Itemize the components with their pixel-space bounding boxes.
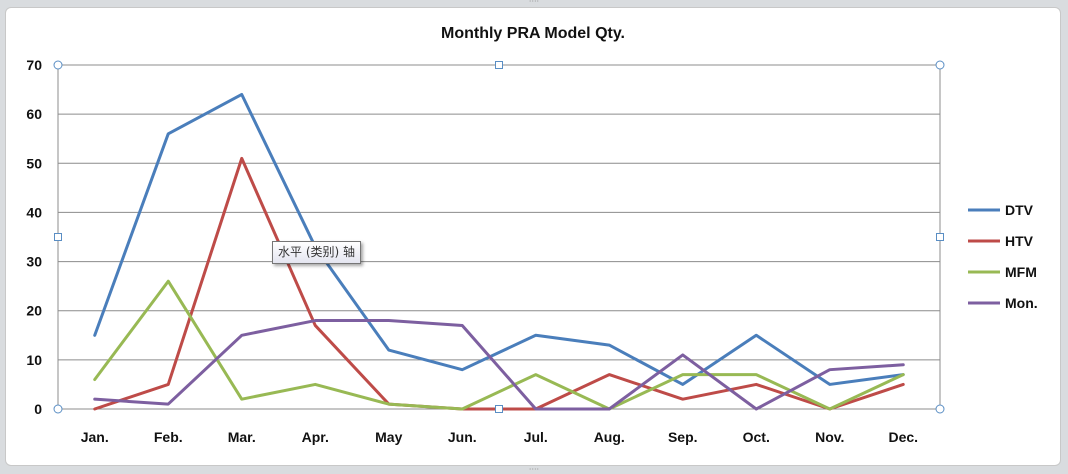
x-tick-label: Nov. <box>815 429 844 445</box>
x-tick-label: Apr. <box>302 429 329 445</box>
edge-handle <box>55 234 62 241</box>
y-tick-label: 30 <box>26 254 42 270</box>
x-tick-label: Jan. <box>81 429 109 445</box>
x-tick-label: Jun. <box>448 429 477 445</box>
y-tick-label: 40 <box>26 204 42 220</box>
y-tick-label: 60 <box>26 106 42 122</box>
y-axis: 0 10 20 30 40 50 60 70 <box>26 57 58 417</box>
y-tick-label: 0 <box>34 401 42 417</box>
x-tick-label: Oct. <box>743 429 770 445</box>
chart-title: Monthly PRA Model Qty. <box>441 25 625 42</box>
x-tick-label: Mar. <box>228 429 256 445</box>
legend-label: Mon. <box>1005 295 1038 311</box>
y-tick-label: 10 <box>26 352 42 368</box>
x-tick-label: Aug. <box>594 429 625 445</box>
x-tick-label: May <box>375 429 402 445</box>
x-tick-label: Dec. <box>888 429 918 445</box>
axis-tooltip: 水平 (类别) 轴 <box>272 241 361 264</box>
edge-handle <box>496 62 503 69</box>
x-tick-label: Jul. <box>524 429 548 445</box>
y-tick-label: 20 <box>26 303 42 319</box>
corner-handle <box>54 61 62 69</box>
x-tick-label: Sep. <box>668 429 698 445</box>
corner-handle <box>936 405 944 413</box>
corner-handle <box>936 61 944 69</box>
series-line-mfm <box>95 281 904 409</box>
series-lines <box>95 94 904 409</box>
series-line-mon <box>95 321 904 409</box>
edge-handle <box>937 234 944 241</box>
legend-label: HTV <box>1005 233 1034 249</box>
x-axis[interactable]: Jan. Feb. Mar. Apr. May Jun. Jul. Aug. Sep. Oct. N… <box>81 429 918 445</box>
gridlines <box>58 65 940 409</box>
legend[interactable]: DTV HTV MFM Mon. <box>968 202 1038 311</box>
corner-handle <box>54 405 62 413</box>
edge-handle <box>496 406 503 413</box>
y-tick-label: 70 <box>26 57 42 73</box>
legend-label: DTV <box>1005 202 1034 218</box>
legend-label: MFM <box>1005 264 1037 280</box>
x-tick-label: Feb. <box>154 429 183 445</box>
series-line-htv <box>95 158 904 409</box>
y-tick-label: 50 <box>26 155 42 171</box>
